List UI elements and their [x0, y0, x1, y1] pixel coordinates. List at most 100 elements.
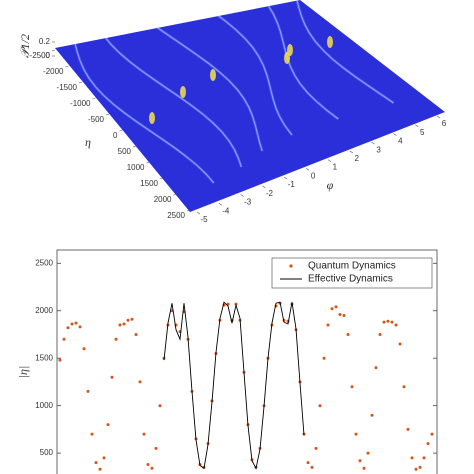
peak [180, 86, 186, 98]
data-point [122, 322, 126, 326]
data-point [130, 317, 134, 321]
peak [327, 36, 333, 48]
y-tick [65, 65, 69, 68]
x-tick [240, 194, 244, 197]
plot-area [58, 301, 434, 471]
data-point [138, 380, 142, 384]
data-point [58, 358, 62, 362]
y-tick-label: 2500 [35, 258, 53, 267]
y-tick-label: 1500 [35, 353, 53, 362]
data-point [126, 318, 130, 322]
data-point [430, 432, 434, 436]
data-point [406, 427, 410, 431]
data-point [398, 342, 402, 346]
x-tick-label: -4 [222, 206, 230, 215]
y-tick-label: -2000 [43, 67, 64, 76]
y-tick-label: 1000 [127, 163, 145, 172]
x-tick-label: 2 [355, 154, 360, 163]
x-tick [415, 124, 419, 127]
y-tick [78, 81, 83, 84]
y-axis-label: |η| [16, 366, 30, 379]
x-tick [284, 176, 288, 180]
data-point [402, 385, 406, 389]
data-point [318, 404, 322, 408]
data-point [338, 313, 342, 316]
peak [149, 112, 155, 124]
data-point [386, 319, 390, 323]
x-tick [349, 150, 353, 154]
data-point [414, 467, 418, 471]
x-tick-label: 0 [311, 171, 316, 180]
data-point [142, 432, 146, 436]
data-point [146, 463, 150, 466]
peak [284, 52, 290, 64]
ridge-core [247, 0, 394, 104]
data-point [314, 446, 318, 450]
data-point [342, 314, 346, 317]
y-tick-label: -1000 [70, 99, 91, 108]
x-tick-label: 3 [376, 145, 381, 154]
data-point [150, 466, 154, 470]
data-point [422, 456, 426, 460]
x-tick-label: -5 [200, 215, 208, 224]
data-point [354, 432, 358, 436]
legend-label: Quantum Dynamics [308, 261, 396, 272]
data-point [322, 356, 326, 360]
data-point [94, 461, 98, 465]
x-tick [196, 211, 201, 215]
data-point [86, 389, 90, 393]
y-tick-label: -1500 [57, 83, 78, 92]
data-point [154, 446, 158, 450]
y-tick-label: 2000 [154, 195, 172, 204]
data-point [390, 320, 394, 324]
x-tick-label: 1 [333, 163, 338, 172]
y-tick [119, 129, 123, 132]
data-point [306, 461, 310, 465]
data-point [410, 456, 414, 460]
data-point [82, 347, 86, 351]
x-axis-label: φ [327, 178, 334, 192]
data-point [110, 375, 114, 379]
x-tick-label: -1 [288, 180, 296, 189]
y-tick [146, 161, 150, 164]
data-point [326, 323, 330, 327]
legend-swatch [289, 264, 293, 268]
x-tick [218, 203, 222, 206]
data-point [62, 337, 66, 341]
data-point [350, 385, 354, 389]
x-tick-label: 6 [442, 119, 447, 128]
data-point [346, 333, 350, 336]
data-point [330, 307, 334, 311]
y-tick-label: 2000 [35, 306, 53, 315]
z-tick-label: 0.2 [39, 37, 51, 46]
ridge-core [192, 0, 339, 120]
data-point [358, 459, 362, 463]
x-tick [371, 141, 375, 145]
ridge [369, 0, 445, 40]
surface-plot: -5 -4 -3 -2 -1 0 1 2 3 4 5 6 φ -2500 -2000 -1500 -1000 -5… [18, 0, 447, 224]
y-tick-label: 500 [40, 448, 54, 457]
y-tick-label: 500 [118, 147, 132, 156]
x-tick [305, 168, 310, 171]
legend-label: Effective Dynamics [308, 274, 393, 285]
series-line [163, 301, 305, 470]
data-point [66, 326, 70, 330]
x-tick-label: 4 [398, 137, 403, 146]
data-point [118, 323, 122, 327]
y-tick [92, 97, 96, 100]
y-tick-label: 2500 [167, 211, 185, 220]
y-tick [105, 113, 110, 116]
data-point [134, 333, 138, 336]
data-point [334, 305, 338, 309]
data-point [374, 366, 378, 370]
legend-box [271, 257, 433, 289]
y-tick [173, 193, 177, 196]
data-point [394, 323, 398, 327]
data-point [78, 325, 82, 329]
z-tick-label: 0 [46, 51, 51, 60]
y-axis-label: η [85, 135, 91, 149]
data-point [90, 432, 94, 436]
data-point [310, 465, 314, 469]
